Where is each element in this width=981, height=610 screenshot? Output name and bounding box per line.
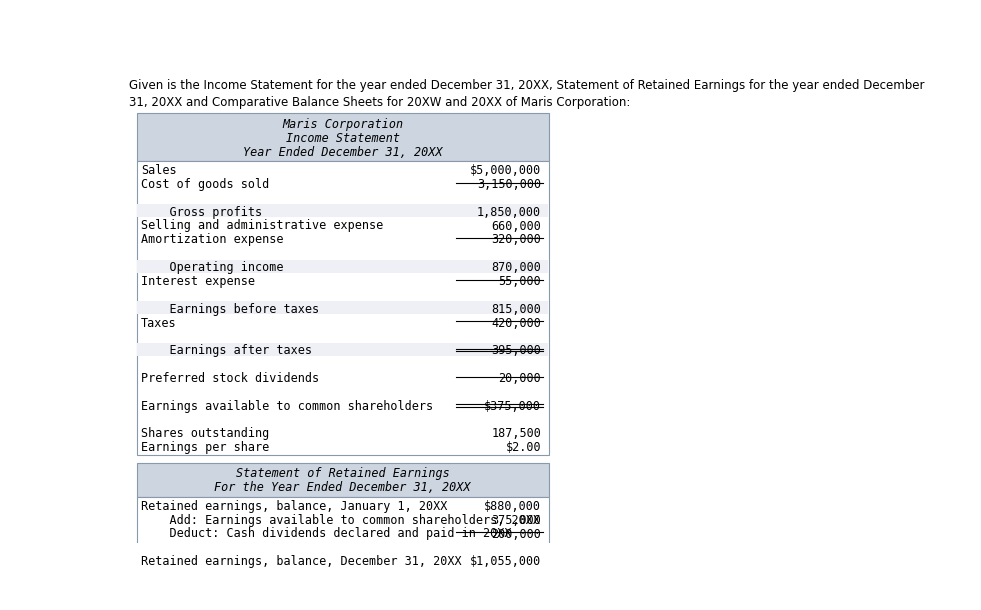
Text: Shares outstanding: Shares outstanding [141,428,270,440]
Bar [137,301,548,314]
Bar [136,497,549,569]
Text: $5,000,000: $5,000,000 [470,164,542,177]
Text: Year Ended December 31, 20XX: Year Ended December 31, 20XX [243,146,442,159]
Text: $1,055,000: $1,055,000 [470,555,542,569]
Text: $375,000: $375,000 [485,400,542,413]
Text: Amortization expense: Amortization expense [141,234,284,246]
Text: $880,000: $880,000 [485,500,542,513]
Text: Cost of goods sold: Cost of goods sold [141,178,270,191]
Text: Preferred stock dividends: Preferred stock dividends [141,372,320,385]
Text: 815,000: 815,000 [491,303,542,315]
Text: 200,000: 200,000 [491,528,542,540]
Text: Interest expense: Interest expense [141,275,255,288]
Text: Taxes: Taxes [141,317,177,329]
Text: For the Year Ended December 31, 20XX: For the Year Ended December 31, 20XX [215,481,471,494]
Text: Earnings before taxes: Earnings before taxes [141,303,320,315]
Text: Selling and administrative expense: Selling and administrative expense [141,220,384,232]
Text: Retained earnings, balance, December 31, 20XX: Retained earnings, balance, December 31,… [141,555,462,569]
Text: Given is the Income Statement for the year ended December 31, 20XX, Statement of: Given is the Income Statement for the ye… [129,79,924,109]
Text: Earnings available to common shareholders: Earnings available to common shareholder… [141,400,434,413]
Text: 20,000: 20,000 [498,372,542,385]
Bar [136,113,549,161]
Text: Sales: Sales [141,164,177,177]
Text: Add: Earnings available to common shareholders, 20XX: Add: Earnings available to common shareh… [141,514,541,526]
Text: $2.00: $2.00 [505,441,542,454]
Text: Income Statement: Income Statement [285,132,399,145]
Text: 1,850,000: 1,850,000 [477,206,542,218]
Bar [136,463,549,497]
Text: Deduct: Cash dividends declared and paid in 20XX: Deduct: Cash dividends declared and paid… [141,528,512,540]
Text: Retained earnings, balance, January 1, 20XX: Retained earnings, balance, January 1, 2… [141,500,447,513]
Text: 3,150,000: 3,150,000 [477,178,542,191]
Text: 187,500: 187,500 [491,428,542,440]
Bar [137,343,548,356]
Bar [137,259,548,273]
Text: Operating income: Operating income [141,261,284,274]
Text: Statement of Retained Earnings: Statement of Retained Earnings [235,467,449,481]
Text: Gross profits: Gross profits [141,206,262,218]
Text: 55,000: 55,000 [498,275,542,288]
Text: Earnings per share: Earnings per share [141,441,270,454]
Text: 395,000: 395,000 [491,344,542,357]
Text: 660,000: 660,000 [491,220,542,232]
Bar [137,204,548,217]
Text: 870,000: 870,000 [491,261,542,274]
Bar [136,161,549,455]
Text: 320,000: 320,000 [491,234,542,246]
Text: Maris Corporation: Maris Corporation [283,118,403,131]
Text: 375,000: 375,000 [491,514,542,526]
Text: 420,000: 420,000 [491,317,542,329]
Text: Earnings after taxes: Earnings after taxes [141,344,312,357]
